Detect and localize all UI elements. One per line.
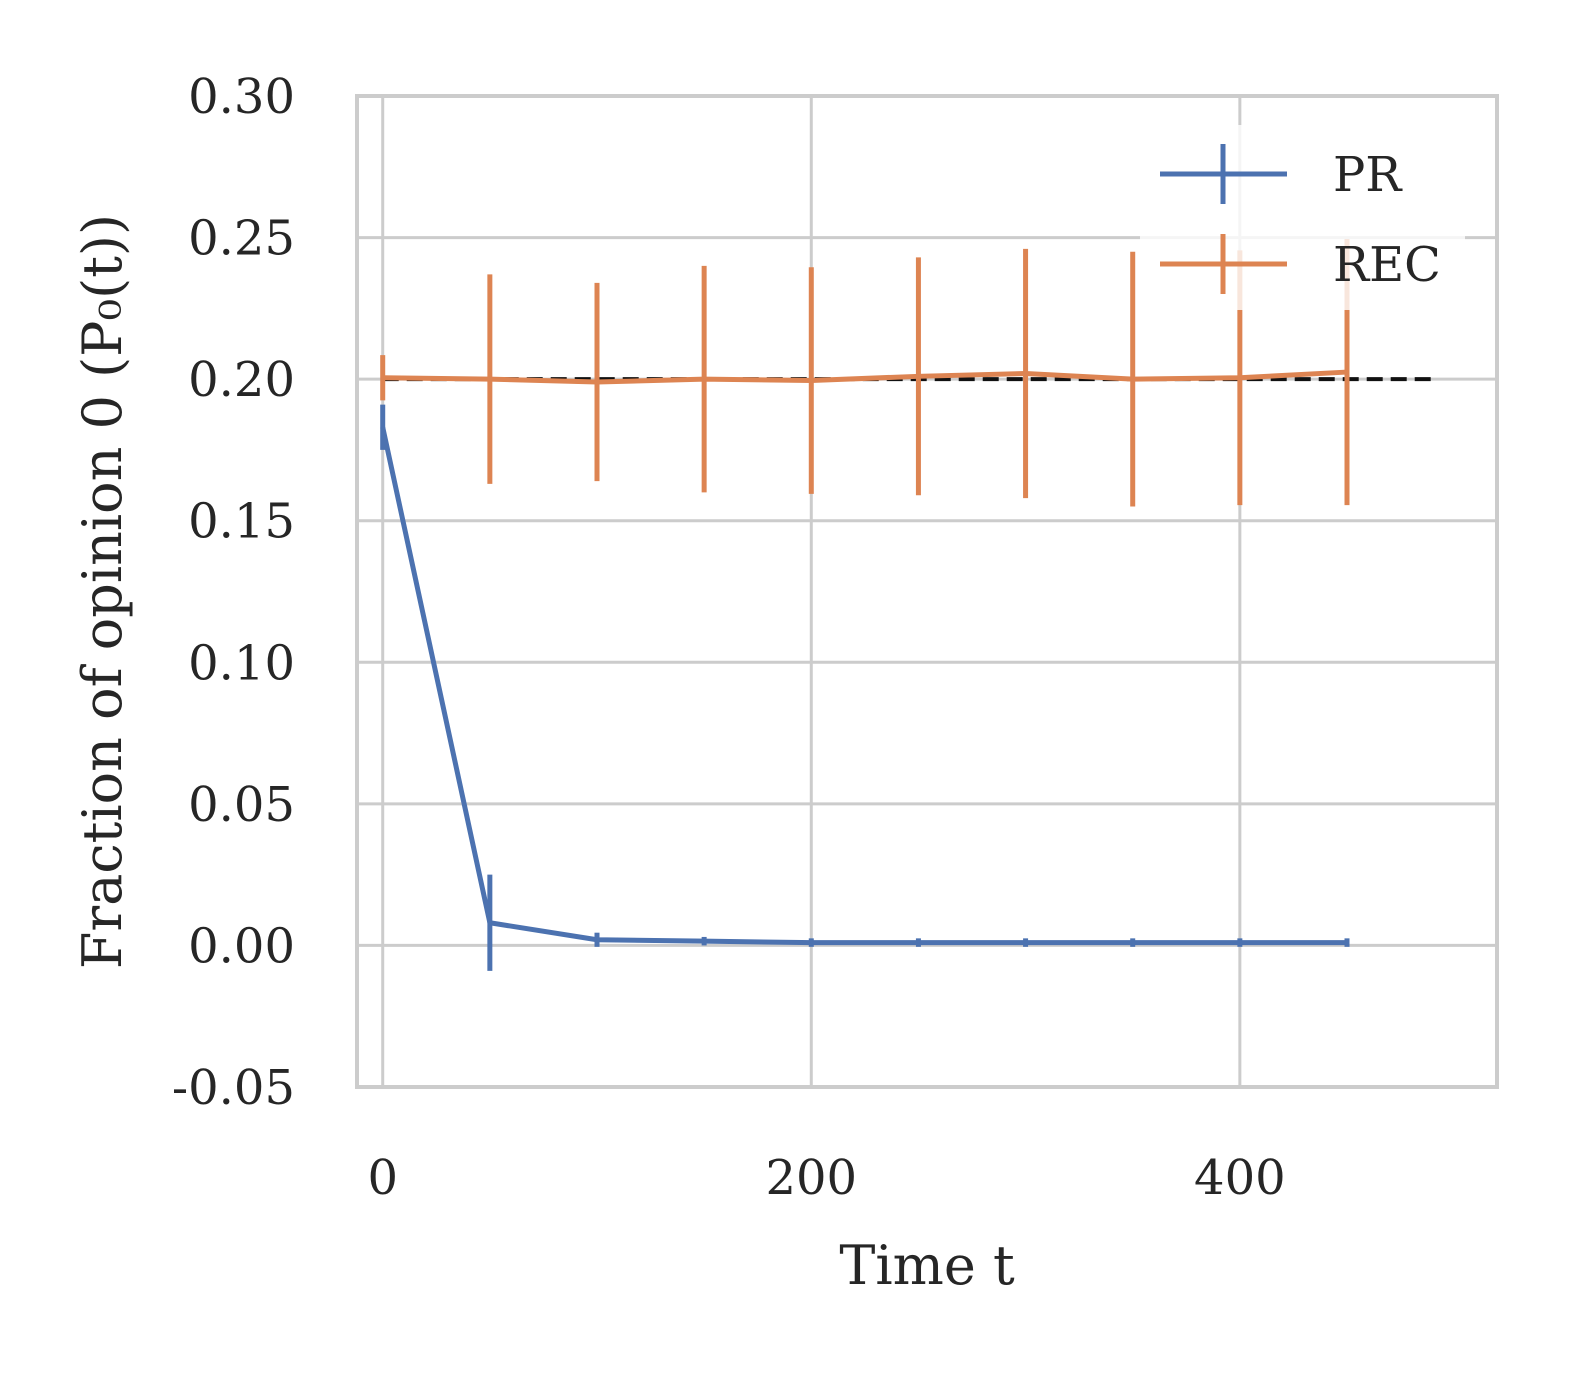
legend-item-pr: PR (1160, 144, 1403, 204)
y-tick-label: 0.25 (188, 211, 295, 267)
y-tick-label: 0.20 (188, 352, 295, 408)
legend-label: PR (1333, 147, 1403, 203)
series-layer (380, 238, 1350, 971)
x-tick-label: 0 (367, 1150, 398, 1206)
legend-box (1140, 125, 1465, 310)
y-tick-label: 0.05 (188, 777, 295, 833)
y-tick-label: 0.10 (188, 635, 295, 691)
x-axis-label: Time t (839, 1234, 1015, 1297)
legend-item-rec: REC (1160, 234, 1441, 294)
y-tick-label: 0.00 (188, 918, 295, 974)
legend: PR REC (1140, 125, 1465, 310)
series-line (382, 369, 1348, 385)
y-tick-label: -0.05 (172, 1060, 295, 1116)
y-tick-label: 0.30 (188, 69, 295, 125)
series-line (380, 426, 1347, 946)
x-tick-label: 200 (765, 1150, 857, 1206)
y-axis-label: Fraction of opinion 0 (P₀(t)) (71, 214, 134, 969)
series-rec (380, 238, 1350, 507)
tick-labels: -0.05 0.00 0.05 0.10 0.15 0.20 0.25 0.30 0 200 400 (172, 69, 1286, 1206)
x-tick-label: 400 (1194, 1150, 1286, 1206)
series-pr (380, 404, 1350, 971)
legend-label: REC (1333, 237, 1441, 293)
plot-frame (355, 94, 1499, 1089)
y-tick-label: 0.15 (188, 494, 295, 550)
